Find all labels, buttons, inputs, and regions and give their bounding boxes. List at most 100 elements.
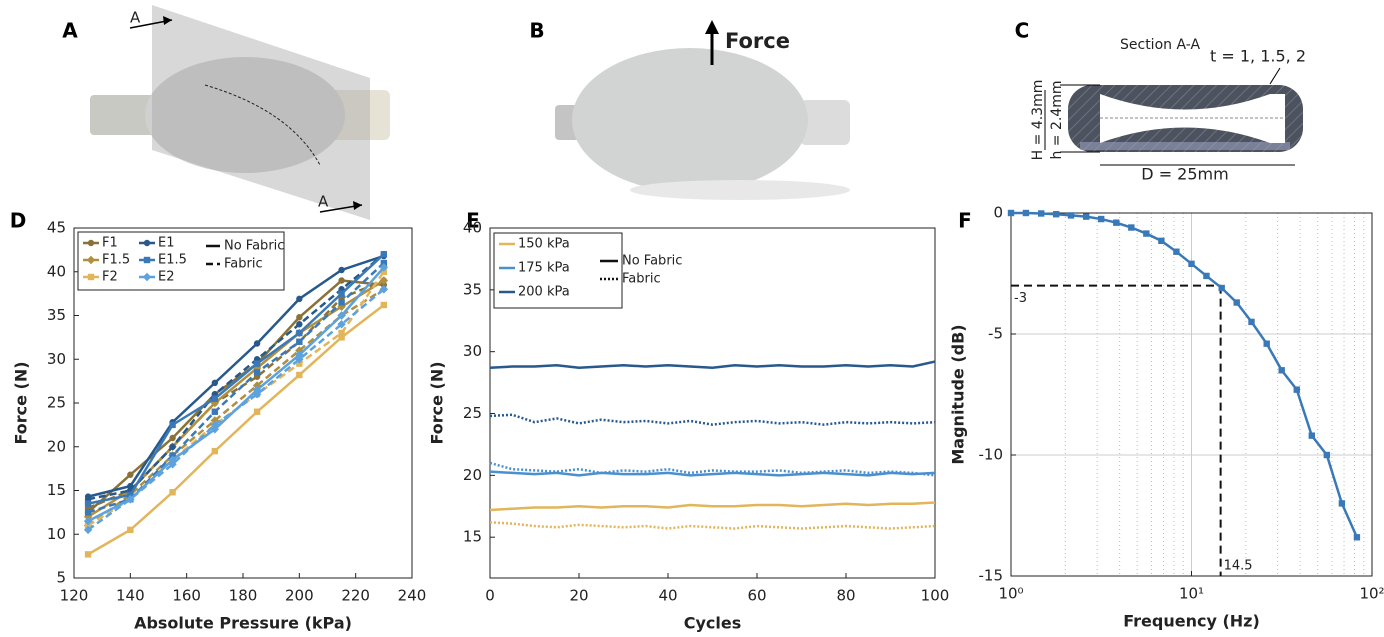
- marker: [1308, 432, 1316, 439]
- y-axis-label: Force (N): [12, 361, 31, 444]
- x-tick-label: 10¹: [1179, 585, 1204, 603]
- marker: [295, 350, 304, 360]
- y-tick-label: 25: [463, 404, 482, 422]
- marker: [143, 256, 151, 264]
- marker: [84, 522, 92, 529]
- legend-label: E1: [158, 236, 175, 251]
- series-line: [87, 253, 385, 505]
- y-tick-label: 10: [47, 525, 66, 543]
- x-tick-label: 200: [285, 587, 314, 605]
- series-line: [489, 360, 936, 370]
- x-tick-label: 60: [747, 587, 766, 605]
- section-label: A: [130, 9, 141, 27]
- x-tick-label: 240: [398, 587, 427, 605]
- legend-label: F2: [102, 270, 118, 285]
- legend-box: [493, 232, 623, 309]
- x-tick-label: 80: [836, 587, 855, 605]
- panel-letter: C: [1015, 19, 1030, 43]
- x-tick-label: 120: [60, 587, 89, 605]
- x-tick-label: 10²: [1359, 585, 1384, 603]
- y-tick-label: -10: [979, 446, 1004, 464]
- series-line: [489, 461, 936, 477]
- marker: [380, 301, 388, 309]
- series-line: [489, 413, 936, 426]
- series-line: [87, 262, 385, 514]
- thickness-label: t = 1, 1.5, 2: [1210, 47, 1306, 66]
- marker: [210, 420, 220, 430]
- marker: [338, 329, 345, 337]
- diameter-label: D = 25mm: [1141, 165, 1228, 184]
- marker: [253, 408, 261, 415]
- marker: [1353, 534, 1361, 541]
- y-tick-label: 30: [463, 342, 482, 360]
- x-tick-label: 40: [658, 587, 677, 605]
- marker: [296, 371, 303, 379]
- marker: [1113, 219, 1120, 226]
- marker: [169, 443, 176, 450]
- axes-frame: [73, 227, 413, 579]
- y-axis-label: Force (N): [428, 361, 447, 444]
- marker: [142, 272, 152, 282]
- y-tick-label: 40: [463, 219, 482, 237]
- marker: [1323, 451, 1331, 459]
- marker: [1338, 500, 1346, 507]
- y-tick-label: 15: [463, 528, 482, 546]
- diagram-c: Section A-A t = 1, 1.5, 2 H = 4.3mm h = …: [1030, 37, 1306, 184]
- marker: [380, 281, 388, 289]
- marker: [1248, 318, 1255, 326]
- marker: [1173, 248, 1180, 255]
- y-tick-label: 35: [463, 280, 482, 298]
- x-axis-label: Cycles: [684, 614, 742, 633]
- marker: [127, 526, 134, 534]
- marker: [143, 239, 151, 247]
- marker: [1097, 215, 1105, 223]
- y-tick-label: 40: [47, 262, 66, 280]
- marker: [338, 277, 345, 284]
- panel-letter: B: [529, 19, 544, 43]
- y-tick-label: 45: [47, 219, 66, 237]
- marker: [126, 495, 135, 504]
- series-line: [489, 470, 936, 477]
- series-line: [87, 253, 385, 501]
- photo-a: A A: [90, 5, 390, 220]
- x-tick-label: 0: [485, 587, 495, 605]
- marker: [379, 263, 389, 272]
- marker: [1007, 209, 1015, 217]
- marker: [380, 251, 388, 258]
- series-line: [87, 279, 384, 514]
- series-line: [87, 288, 385, 531]
- marker: [1038, 210, 1045, 217]
- y-axis-label: Magnitude (dB): [949, 324, 968, 464]
- marker: [253, 369, 261, 376]
- marker: [1278, 367, 1285, 374]
- y-tick-label: 30: [47, 350, 66, 368]
- marker: [379, 285, 389, 294]
- marker: [380, 268, 388, 275]
- marker: [296, 329, 303, 337]
- force-label: Force: [725, 29, 790, 53]
- marker: [211, 395, 219, 402]
- marker: [337, 311, 346, 320]
- marker: [211, 408, 219, 415]
- marker: [296, 314, 303, 321]
- legend-label: 175 kPa: [518, 261, 570, 276]
- marker: [87, 273, 95, 281]
- x-tick-label: 160: [172, 587, 201, 605]
- marker: [1053, 211, 1060, 218]
- marker: [296, 295, 303, 303]
- marker: [169, 452, 176, 459]
- legend-label: E2: [158, 270, 175, 285]
- marker: [252, 390, 262, 399]
- panel-letter: A: [62, 19, 78, 43]
- marker: [1083, 213, 1090, 220]
- marker: [86, 255, 96, 265]
- cutoff-y-label: -3: [1014, 291, 1027, 306]
- marker: [253, 360, 261, 367]
- legend-style-label: No Fabric: [224, 239, 284, 254]
- series-line: [489, 501, 936, 512]
- y-tick-label: 35: [47, 306, 66, 324]
- marker: [210, 425, 220, 434]
- legend-label: F1: [102, 236, 118, 251]
- section-label: A: [318, 193, 329, 211]
